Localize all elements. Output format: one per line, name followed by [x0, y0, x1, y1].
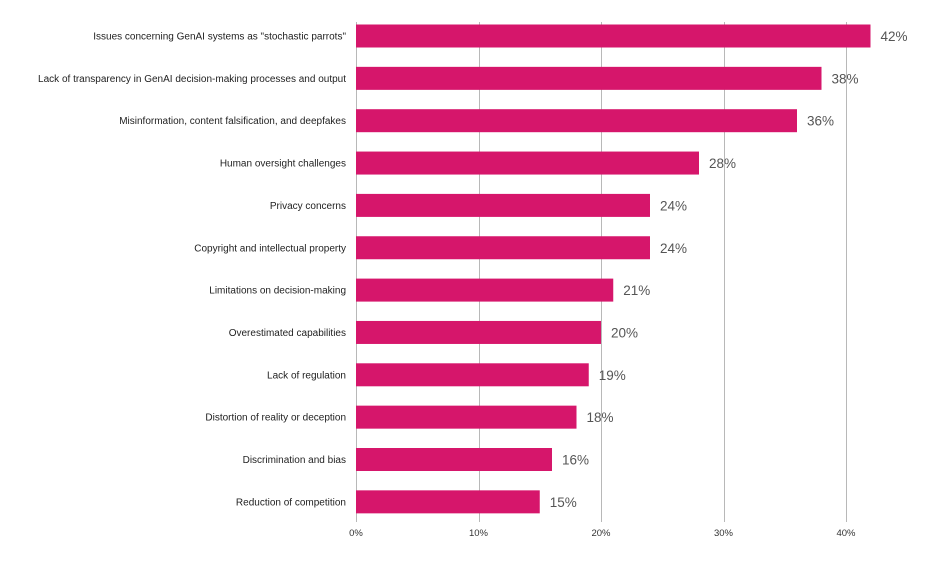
bar	[356, 278, 614, 302]
data-label: 38%	[832, 71, 859, 86]
bar	[356, 109, 797, 133]
category-label: Lack of regulation	[267, 370, 346, 381]
bar	[356, 66, 822, 90]
data-label: 20%	[611, 325, 638, 340]
x-tick-label: 0%	[349, 528, 363, 539]
category-label: Issues concerning GenAI systems as "stoc…	[93, 32, 346, 43]
bar	[356, 24, 871, 48]
category-label: Misinformation, content falsification, a…	[119, 116, 346, 127]
data-label: 16%	[562, 453, 589, 468]
data-label: 42%	[881, 29, 908, 44]
x-tick-label: 30%	[714, 528, 734, 539]
data-label: 24%	[660, 198, 687, 213]
bar	[356, 193, 650, 217]
x-tick-label: 40%	[836, 528, 856, 539]
data-label: 15%	[550, 495, 577, 510]
bar-layer	[356, 24, 871, 514]
bar	[356, 320, 601, 344]
bar	[356, 151, 699, 175]
category-label: Distortion of reality or deception	[205, 413, 346, 424]
bar	[356, 363, 589, 387]
data-label: 36%	[807, 114, 834, 129]
label-layer: Issues concerning GenAI systems as "stoc…	[38, 29, 907, 510]
data-label: 24%	[660, 241, 687, 256]
data-label: 19%	[599, 368, 626, 383]
category-label: Copyright and intellectual property	[194, 243, 346, 254]
category-label: Privacy concerns	[270, 201, 346, 212]
category-label: Reduction of competition	[236, 497, 346, 508]
x-tick-label: 10%	[469, 528, 489, 539]
data-label: 18%	[587, 410, 614, 425]
x-axis: 0% 10% 20% 30% 40%	[349, 528, 856, 539]
data-label: 21%	[623, 283, 650, 298]
category-label: Discrimination and bias	[243, 455, 346, 466]
bar	[356, 448, 552, 471]
bar	[356, 405, 577, 429]
category-label: Human oversight challenges	[220, 159, 346, 170]
category-label: Limitations on decision-making	[209, 286, 346, 297]
category-label: Overestimated capabilities	[229, 328, 346, 339]
bar	[356, 236, 650, 260]
bar	[356, 490, 540, 514]
x-tick-label: 20%	[591, 528, 611, 539]
grid-layer	[356, 22, 847, 522]
category-label: Lack of transparency in GenAI decision-m…	[38, 74, 346, 85]
data-label: 28%	[709, 156, 736, 171]
